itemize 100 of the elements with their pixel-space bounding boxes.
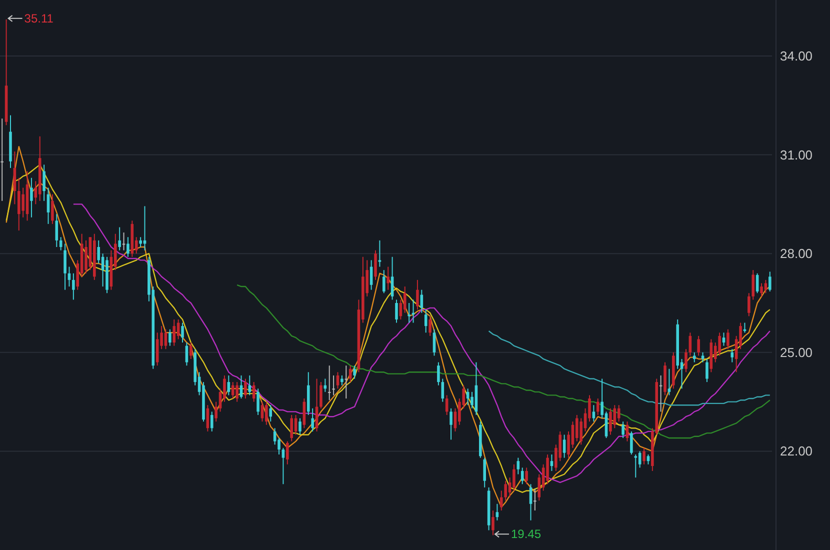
candlestick bbox=[185, 342, 188, 366]
candlestick bbox=[378, 240, 382, 268]
candlestick bbox=[64, 243, 66, 290]
candlestick bbox=[390, 256, 394, 300]
candlestick bbox=[248, 374, 252, 396]
candlestick bbox=[424, 309, 428, 334]
candlestick bbox=[718, 332, 721, 356]
candlestick bbox=[562, 434, 566, 458]
candlestick bbox=[0, 118, 4, 202]
annotation: 19.45 bbox=[510, 527, 542, 542]
candlestick bbox=[617, 404, 620, 422]
candlestick bbox=[483, 457, 486, 488]
candlestick bbox=[315, 378, 318, 432]
candlestick bbox=[520, 467, 524, 485]
candlestick bbox=[500, 490, 503, 511]
candlestick bbox=[118, 226, 121, 251]
candlestick bbox=[386, 266, 390, 290]
candlestick bbox=[730, 348, 734, 363]
candlestick bbox=[668, 368, 671, 396]
candlestick bbox=[496, 503, 499, 521]
candlestick bbox=[231, 382, 234, 400]
candlestick bbox=[273, 428, 276, 446]
candlestick bbox=[84, 240, 88, 274]
candlestick bbox=[286, 440, 289, 465]
candlestick bbox=[122, 232, 126, 251]
candlestick bbox=[764, 279, 768, 294]
candlestick bbox=[290, 414, 293, 442]
candlestick bbox=[701, 352, 704, 363]
candlestick bbox=[726, 328, 730, 350]
candlestick bbox=[72, 272, 75, 300]
candlestick bbox=[51, 194, 54, 224]
candlestick bbox=[622, 421, 624, 439]
candlestick bbox=[684, 348, 688, 373]
candlestick bbox=[609, 408, 612, 436]
candlestick bbox=[156, 332, 159, 366]
candlestick bbox=[227, 374, 230, 396]
candlestick bbox=[428, 316, 432, 336]
candlestick bbox=[190, 342, 192, 360]
candlestick bbox=[546, 454, 549, 485]
line-series bbox=[488, 330, 770, 406]
candlestick bbox=[282, 447, 285, 485]
candlestick bbox=[596, 398, 600, 416]
candlestick bbox=[332, 374, 335, 396]
y-tick-label: 22.00 bbox=[780, 444, 813, 459]
candlestick bbox=[550, 454, 554, 472]
candlestick bbox=[646, 454, 650, 465]
candlestick bbox=[516, 457, 520, 475]
candlestick bbox=[512, 464, 516, 492]
candlestick bbox=[748, 292, 750, 317]
candlestick bbox=[688, 332, 692, 356]
candlestick bbox=[659, 374, 662, 412]
candlestick bbox=[760, 282, 763, 297]
candlestick bbox=[42, 164, 46, 202]
candlestick bbox=[164, 328, 168, 350]
annotation: 35.11 bbox=[24, 11, 54, 26]
candlestick bbox=[697, 335, 700, 356]
candlestick bbox=[256, 388, 260, 416]
candlestick bbox=[353, 365, 356, 380]
candlestick bbox=[756, 272, 759, 294]
candlestick bbox=[525, 467, 528, 485]
y-tick-label: 28.00 bbox=[780, 246, 813, 262]
candlestick bbox=[328, 365, 331, 401]
candlestick bbox=[634, 454, 638, 478]
candlestick bbox=[403, 286, 406, 314]
candlestick bbox=[722, 332, 726, 346]
line-series bbox=[236, 284, 770, 439]
candlestick bbox=[642, 447, 646, 465]
candlestick bbox=[432, 328, 436, 356]
candlestick bbox=[181, 322, 184, 344]
candlestick bbox=[408, 302, 410, 324]
candlestick bbox=[210, 411, 214, 432]
candlestick bbox=[340, 374, 344, 386]
candlestick bbox=[236, 382, 238, 402]
y-tick-label: 31.00 bbox=[780, 147, 813, 162]
candlestick bbox=[504, 480, 507, 502]
candlestick bbox=[492, 510, 494, 536]
candlestick bbox=[706, 358, 708, 383]
candlestick bbox=[55, 214, 58, 248]
candlestick bbox=[768, 271, 772, 292]
candlestick bbox=[320, 382, 322, 409]
candlestick bbox=[336, 372, 340, 390]
candlestick bbox=[450, 408, 452, 440]
candlestick bbox=[260, 401, 264, 422]
candlestick bbox=[265, 401, 268, 426]
candlestick bbox=[22, 187, 24, 218]
candlestick bbox=[395, 299, 398, 324]
candlestick bbox=[344, 365, 348, 400]
candlestick bbox=[576, 414, 578, 442]
candlestick bbox=[441, 378, 444, 402]
candlestick bbox=[168, 328, 172, 346]
candlestick bbox=[298, 418, 302, 436]
candlestick bbox=[529, 484, 532, 521]
candlestick bbox=[30, 177, 33, 218]
y-tick-label: 34.00 bbox=[780, 48, 813, 64]
candlestick bbox=[311, 408, 314, 432]
candlestick bbox=[126, 236, 130, 258]
candlestick bbox=[172, 318, 176, 346]
candlestick bbox=[17, 177, 20, 232]
candlestick bbox=[416, 279, 419, 310]
candlestick bbox=[139, 236, 142, 248]
